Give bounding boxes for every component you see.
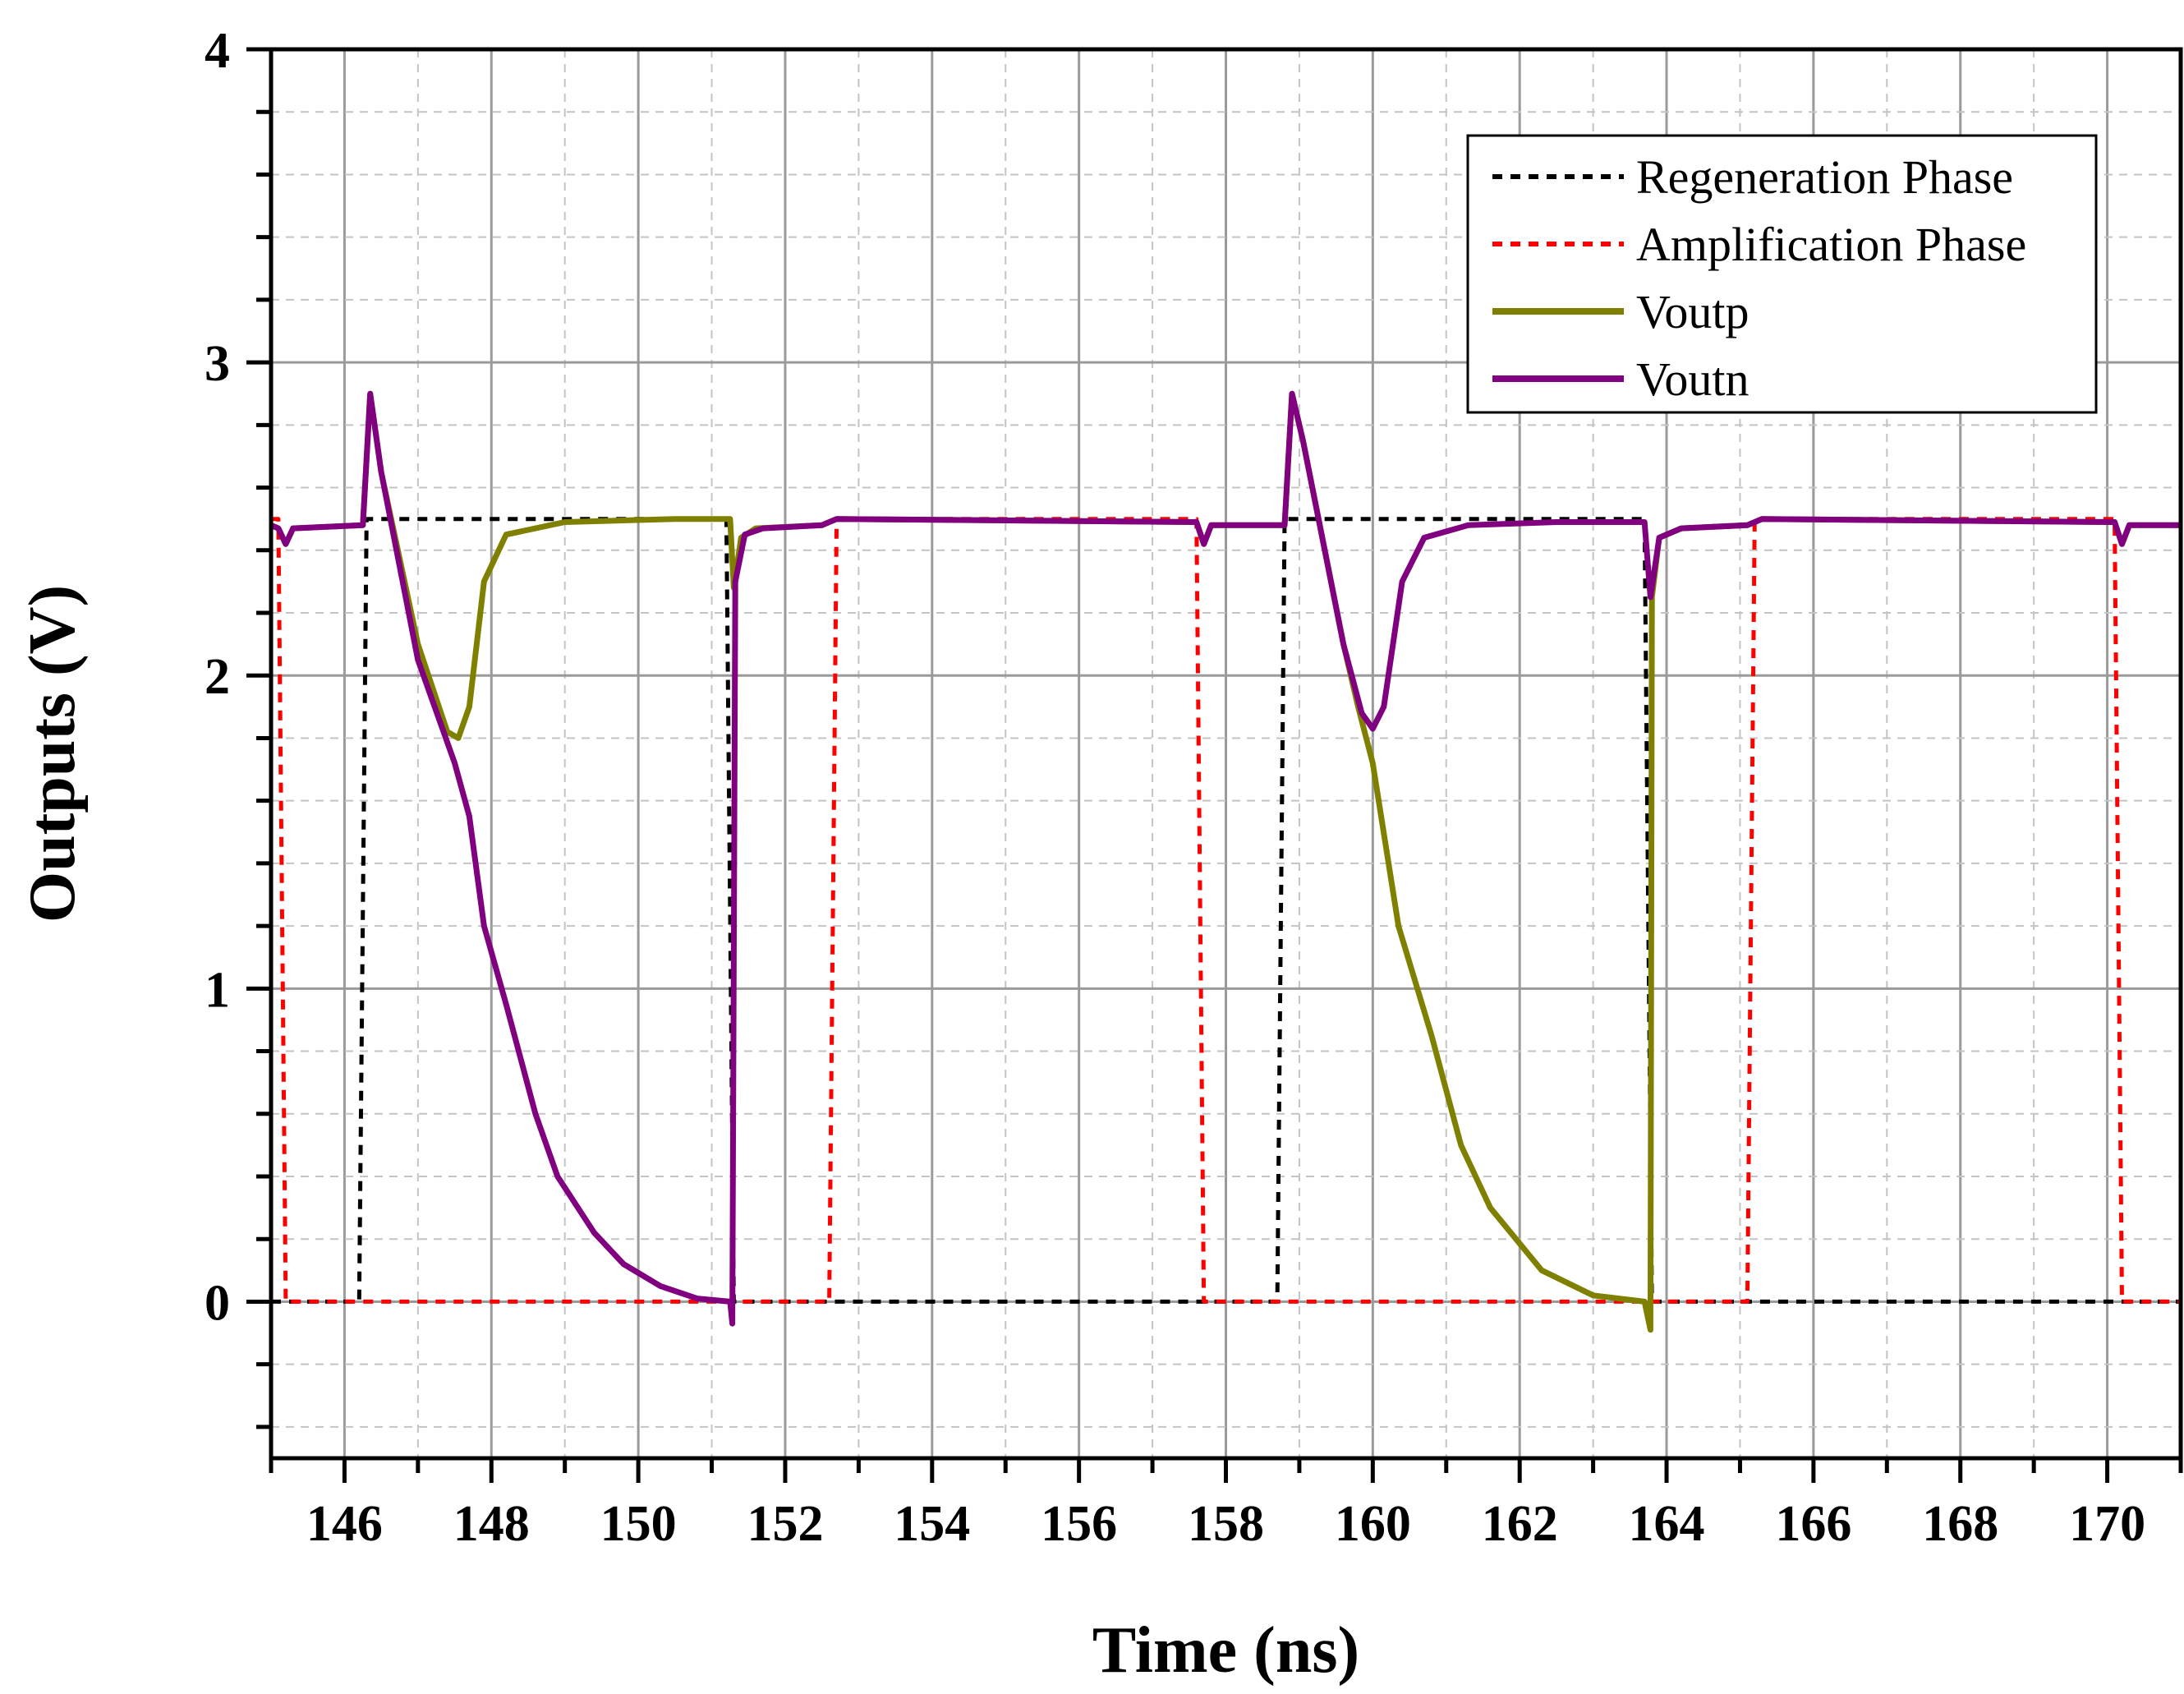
y-axis-title: Outputs (V)	[16, 585, 89, 923]
legend-label: Amplification Phase	[1636, 218, 2026, 271]
y-tick-label: 3	[205, 336, 230, 392]
x-tick-label: 166	[1775, 1496, 1851, 1552]
legend-label: Regeneration Phase	[1636, 150, 2013, 204]
y-tick-label: 0	[205, 1275, 230, 1331]
x-axis-title: Time (ns)	[1092, 1614, 1359, 1687]
x-tick-label: 150	[600, 1496, 677, 1552]
x-tick-label: 152	[747, 1496, 823, 1552]
series-group	[271, 390, 2181, 1333]
series-line-voutn	[271, 390, 2181, 1327]
y-tick-label: 1	[205, 962, 230, 1018]
legend-label: Voutn	[1636, 352, 1749, 406]
x-tick-label: 170	[2069, 1496, 2145, 1552]
legend-label: Voutp	[1636, 285, 1749, 338]
x-tick-label: 168	[1922, 1496, 1998, 1552]
x-tick-label: 164	[1629, 1496, 1705, 1552]
x-tick-label: 146	[306, 1496, 383, 1552]
series-line-regeneration-phase	[271, 517, 2181, 1304]
x-tick-label: 156	[1041, 1496, 1117, 1552]
y-tick-label: 2	[205, 649, 230, 705]
x-tick-label: 158	[1188, 1496, 1264, 1552]
x-tick-label: 148	[453, 1496, 530, 1552]
tick-labels: 146 148 150 152 154 156 158 160 162 164 166 168 170 0…	[205, 23, 2145, 1552]
y-tick-label: 4	[205, 23, 230, 79]
legend: Regeneration Phase Amplification Phase Vou…	[1466, 134, 2098, 414]
axis-ticks	[246, 47, 2183, 1483]
x-tick-label: 154	[894, 1496, 970, 1552]
x-tick-label: 160	[1335, 1496, 1411, 1552]
x-tick-label: 162	[1482, 1496, 1558, 1552]
series-line-amplification-phase	[271, 517, 2181, 1304]
legend-box	[1466, 134, 2098, 414]
